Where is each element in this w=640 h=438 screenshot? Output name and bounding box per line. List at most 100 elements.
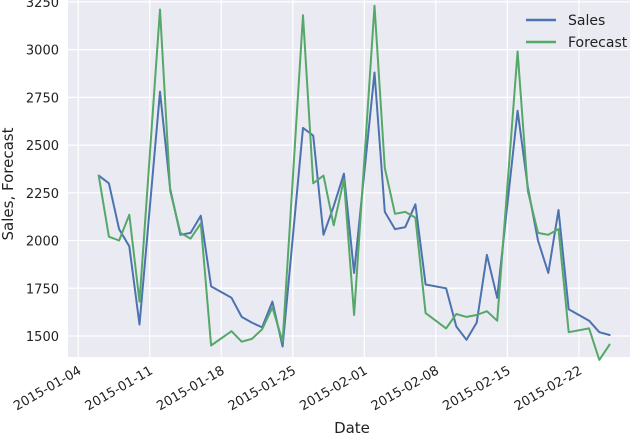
data-point-forecast [445, 327, 447, 329]
y-axis-label: Sales, Forecast [0, 127, 17, 240]
data-point-sales [118, 228, 120, 230]
data-point-sales [230, 297, 232, 299]
data-point-forecast [200, 222, 202, 224]
data-point-forecast [486, 310, 488, 312]
legend-label-sales: Sales [568, 13, 605, 29]
data-point-sales [139, 324, 141, 326]
data-point-forecast [374, 5, 376, 7]
data-point-forecast [557, 228, 559, 230]
data-point-sales [282, 346, 284, 348]
data-point-sales [414, 203, 416, 205]
data-point-sales [496, 297, 498, 299]
data-point-forecast [414, 217, 416, 219]
data-point-forecast [333, 224, 335, 226]
data-point-sales [271, 301, 273, 303]
data-point-sales [241, 316, 243, 318]
legend-label-forecast: Forecast [568, 35, 628, 51]
data-point-forecast [261, 328, 263, 330]
data-point-forecast [476, 314, 478, 316]
y-tick-label: 3250 [26, 0, 59, 11]
y-tick-label: 1500 [26, 330, 59, 345]
data-point-forecast [169, 190, 171, 192]
data-point-forecast [455, 313, 457, 315]
data-point-sales [557, 209, 559, 211]
data-point-forecast [425, 312, 427, 314]
x-tick-label: 2015-02-08 [369, 363, 442, 414]
y-tick-label: 1750 [26, 282, 59, 297]
data-point-sales [394, 228, 396, 230]
data-point-forecast [609, 344, 611, 346]
data-point-sales [374, 72, 376, 74]
data-point-sales [302, 127, 304, 129]
data-point-forecast [312, 182, 314, 184]
data-point-sales [159, 91, 161, 93]
data-point-forecast [190, 238, 192, 240]
data-point-forecast [159, 9, 161, 11]
data-point-sales [466, 339, 468, 341]
data-point-sales [210, 285, 212, 287]
data-point-sales [200, 215, 202, 217]
data-point-forecast [108, 236, 110, 238]
data-point-sales [404, 226, 406, 228]
data-point-sales [455, 325, 457, 327]
data-point-forecast [322, 175, 324, 177]
x-tick-label: 2015-01-11 [83, 363, 156, 414]
y-tick-label: 3000 [26, 44, 59, 59]
data-point-sales [128, 245, 130, 247]
data-point-sales [322, 234, 324, 236]
data-point-forecast [404, 211, 406, 213]
y-tick-label: 2500 [26, 139, 59, 154]
data-point-sales [425, 283, 427, 285]
data-point-forecast [343, 178, 345, 180]
plot-background [68, 0, 630, 357]
x-tick-labels: 2015-01-042015-01-112015-01-182015-01-25… [11, 363, 585, 414]
x-tick-label: 2015-01-25 [226, 363, 299, 414]
data-point-forecast [128, 214, 130, 216]
data-point-sales [609, 334, 611, 336]
data-point-forecast [496, 320, 498, 322]
data-point-sales [445, 287, 447, 289]
data-point-forecast [384, 167, 386, 169]
x-tick-label: 2015-02-15 [440, 363, 513, 414]
data-point-forecast [98, 175, 100, 177]
data-point-forecast [588, 327, 590, 329]
data-point-forecast [282, 341, 284, 343]
legend: Sales Forecast [526, 13, 628, 51]
data-point-forecast [271, 306, 273, 308]
data-point-forecast [353, 314, 355, 316]
data-point-sales [517, 110, 519, 112]
series-line-forecast [97, 4, 611, 361]
x-axis-label: Date [334, 419, 370, 437]
data-point-forecast [210, 345, 212, 347]
y-tick-labels: 1500 1750 2000 2250 2500 2750 3000 3250 [26, 0, 59, 345]
data-point-sales [476, 322, 478, 324]
x-tick-label: 2015-01-18 [154, 363, 227, 414]
data-point-sales [343, 173, 345, 175]
data-point-sales [486, 254, 488, 256]
x-tick-label: 2015-01-04 [11, 363, 84, 414]
data-point-sales [598, 331, 600, 333]
data-point-forecast [527, 190, 529, 192]
data-point-sales [333, 205, 335, 207]
data-point-forecast [179, 232, 181, 234]
y-tick-label: 2250 [26, 187, 59, 202]
data-point-sales [251, 322, 253, 324]
data-point-sales [108, 182, 110, 184]
data-point-forecast [517, 51, 519, 53]
data-point-sales [537, 240, 539, 242]
data-point-forecast [568, 331, 570, 333]
data-point-forecast [251, 338, 253, 340]
x-tick-label: 2015-02-01 [297, 363, 370, 414]
data-point-forecast [598, 359, 600, 361]
data-point-forecast [394, 213, 396, 215]
data-point-forecast [466, 316, 468, 318]
y-tick-label: 2000 [26, 235, 59, 250]
data-point-forecast [118, 240, 120, 242]
data-point-sales [547, 272, 549, 274]
y-tick-label: 2750 [26, 91, 59, 106]
series-lines [97, 4, 611, 361]
data-point-sales [312, 135, 314, 137]
data-point-forecast [241, 341, 243, 343]
data-point-forecast [547, 234, 549, 236]
